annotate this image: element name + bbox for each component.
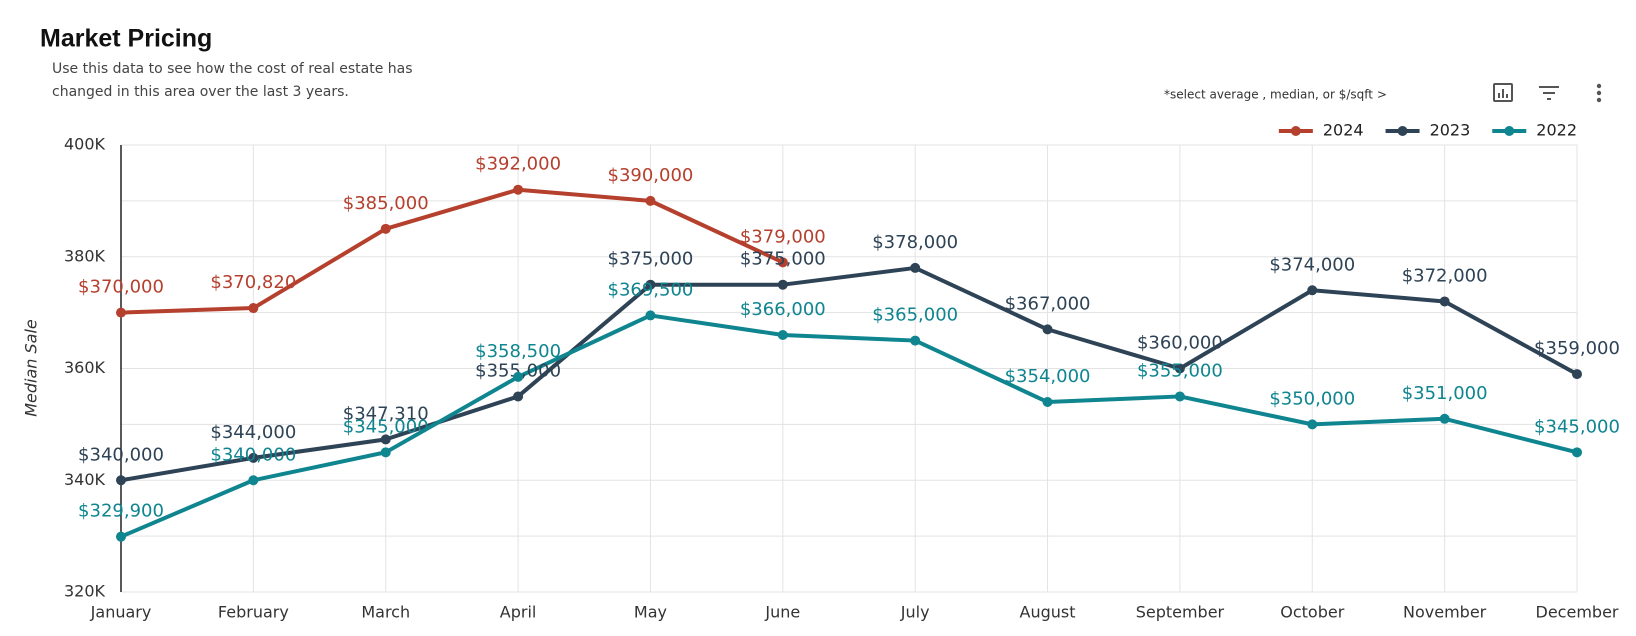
legend-swatch-dot — [1504, 126, 1515, 136]
data-point — [1174, 363, 1185, 374]
filter-icon[interactable] — [1539, 86, 1559, 100]
x-tick-label: April — [500, 603, 537, 622]
data-point — [513, 184, 524, 195]
data-point — [513, 371, 524, 382]
data-point — [1307, 419, 1318, 430]
data-point — [1439, 296, 1450, 307]
data-label: $375,000 — [608, 249, 694, 270]
chart-title: Market Pricing — [40, 25, 212, 53]
chart-icon[interactable] — [1493, 83, 1513, 102]
data-point — [1042, 397, 1053, 408]
data-point — [116, 475, 126, 486]
data-label: $392,000 — [475, 154, 561, 175]
y-tick-label: 340K — [64, 470, 106, 489]
data-point — [380, 223, 391, 234]
x-tick-label: May — [634, 603, 667, 622]
x-tick-label: July — [900, 603, 930, 622]
legend-swatch-dot — [1290, 126, 1301, 136]
data-point — [513, 391, 524, 402]
data-label: $340,000 — [210, 444, 296, 465]
data-point — [116, 307, 126, 318]
y-tick-label: 400K — [64, 135, 106, 154]
data-label: $345,000 — [1534, 416, 1620, 437]
data-point — [116, 531, 126, 542]
data-label: $354,000 — [1005, 366, 1091, 387]
legend-swatch-dot — [1397, 126, 1408, 136]
data-point — [645, 279, 656, 290]
menu-icon[interactable] — [1596, 83, 1602, 103]
x-tick-label: December — [1536, 603, 1619, 622]
data-label: $367,000 — [1005, 293, 1091, 314]
data-point — [777, 329, 788, 340]
data-point — [910, 335, 921, 346]
x-tick-label: September — [1136, 603, 1225, 622]
data-label: $390,000 — [608, 165, 694, 186]
subtitle: changed in this area over the last 3 yea… — [52, 84, 349, 100]
data-point — [380, 434, 391, 445]
x-tick-label: February — [218, 603, 289, 622]
y-tick-label: 320K — [64, 582, 106, 601]
data-label: $340,000 — [78, 444, 164, 465]
data-label: $372,000 — [1402, 265, 1488, 286]
data-label: $329,900 — [78, 501, 164, 522]
data-label: $355,000 — [1137, 360, 1223, 381]
data-label: $378,000 — [872, 232, 958, 253]
toolbar — [1493, 83, 1602, 103]
data-label: $360,000 — [1137, 333, 1223, 354]
data-point — [777, 279, 788, 290]
data-point — [645, 195, 656, 206]
data-label: $369,500 — [608, 279, 694, 300]
data-point — [1174, 391, 1185, 402]
data-point — [248, 475, 259, 486]
data-point — [1572, 447, 1582, 458]
x-tick-label: June — [764, 603, 800, 622]
data-label: $375,000 — [740, 249, 826, 270]
data-label: $366,000 — [740, 299, 826, 320]
note: *select average , median, or $/sqft > — [1164, 88, 1387, 102]
x-tick-label: October — [1280, 603, 1344, 622]
data-label: $370,000 — [78, 277, 164, 298]
data-label: $345,000 — [343, 416, 429, 437]
data-label: $374,000 — [1269, 254, 1355, 275]
data-label: $347,310 — [343, 403, 429, 424]
data-point — [1307, 285, 1318, 296]
data-label: $344,000 — [210, 422, 296, 443]
data-point — [1042, 324, 1053, 335]
data-point — [777, 257, 788, 268]
x-tick-label: March — [361, 603, 410, 622]
data-point — [1572, 369, 1582, 380]
data-label: $358,500 — [475, 341, 561, 362]
data-label: $365,000 — [872, 305, 958, 326]
legend-label: 2022 — [1536, 121, 1577, 140]
x-tick-label: November — [1403, 603, 1487, 622]
data-point — [380, 447, 391, 458]
data-point — [1439, 413, 1450, 424]
data-point — [248, 452, 259, 463]
data-point — [248, 303, 259, 314]
data-label: $351,000 — [1402, 383, 1488, 404]
data-label: $355,000 — [475, 360, 561, 381]
legend-label: 2023 — [1430, 121, 1471, 140]
series-line — [120, 313, 1578, 539]
data-label: $370,820 — [210, 272, 296, 293]
series-line — [120, 265, 1578, 483]
y-tick-label: 380K — [64, 246, 106, 265]
data-label: $379,000 — [740, 226, 826, 247]
series-line — [120, 187, 784, 315]
x-tick-label: August — [1020, 603, 1076, 622]
y-axis-label: Median Sale — [22, 319, 41, 417]
subtitle: Use this data to see how the cost of rea… — [52, 61, 413, 77]
data-label: $359,000 — [1534, 338, 1620, 359]
legend-label: 2024 — [1323, 121, 1364, 140]
data-point — [645, 310, 656, 321]
data-label: $350,000 — [1269, 388, 1355, 409]
y-tick-label: 360K — [64, 358, 106, 377]
data-point — [910, 262, 921, 273]
x-tick-label: January — [90, 603, 152, 622]
data-label: $385,000 — [343, 193, 429, 214]
